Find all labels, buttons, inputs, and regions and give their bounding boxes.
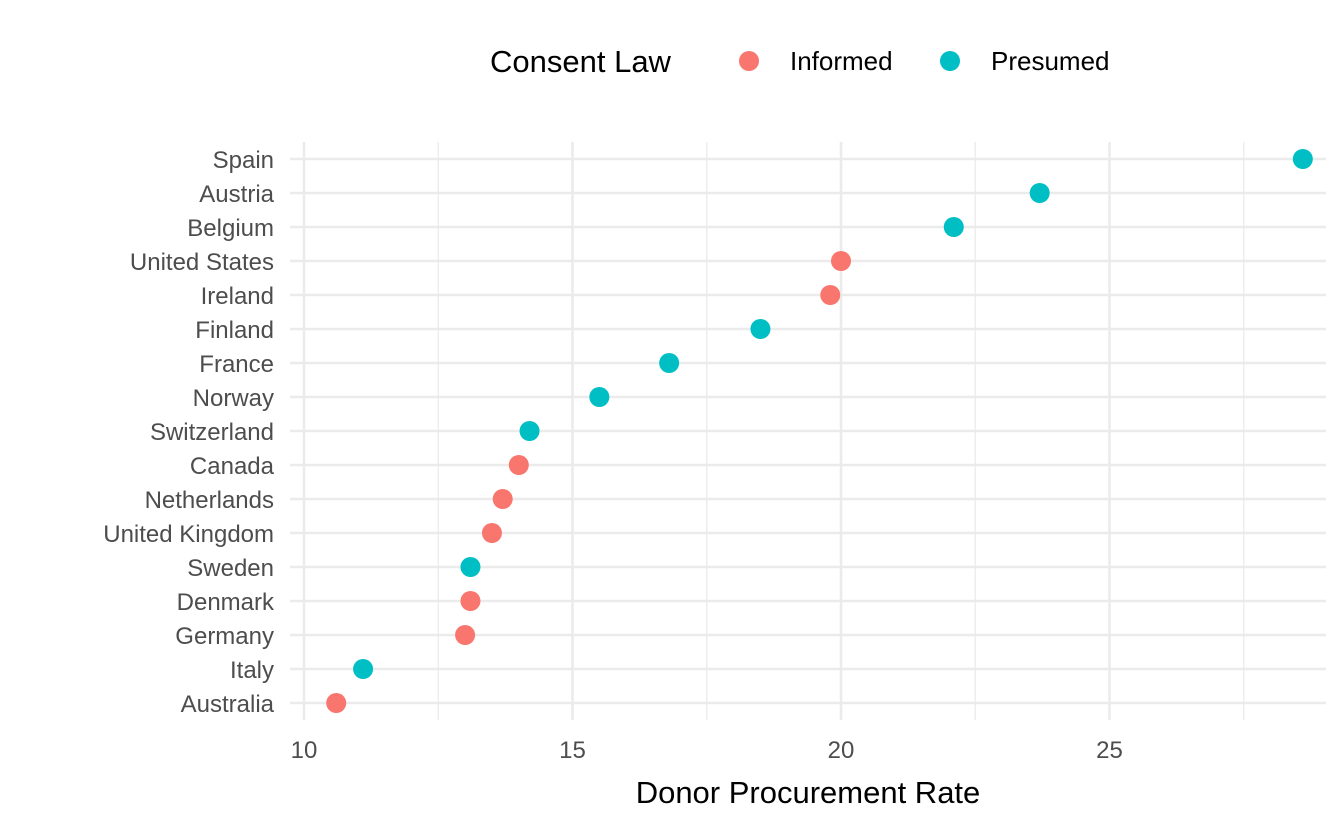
y-axis-labels: Spain Austria Belgium United States Ireland F… xyxy=(103,147,275,718)
data-point-ireland xyxy=(820,285,841,305)
data-point-italy xyxy=(353,659,374,679)
y-tick-label: Canada xyxy=(190,453,275,480)
y-tick-label: Ireland xyxy=(201,283,274,310)
data-point-finland xyxy=(750,319,771,339)
y-tick-label: Netherlands xyxy=(145,487,274,514)
x-tick-label: 20 xyxy=(828,737,855,764)
grid xyxy=(290,142,1326,720)
data-point-france xyxy=(659,353,680,373)
y-tick-label: Switzerland xyxy=(150,419,274,446)
data-point-germany xyxy=(455,625,476,645)
legend-marker-presumed xyxy=(940,51,960,71)
data-point-netherlands xyxy=(492,489,513,509)
x-tick-label: 25 xyxy=(1096,737,1123,764)
data-point-austria xyxy=(1029,183,1050,203)
data-point-belgium xyxy=(943,217,964,237)
y-tick-label: Australia xyxy=(181,691,275,718)
data-point-switzerland xyxy=(519,421,540,441)
x-axis-title: Donor Procurement Rate xyxy=(636,775,981,810)
data-point-spain xyxy=(1292,149,1313,169)
data-point-norway xyxy=(589,387,610,407)
legend-marker-informed xyxy=(739,51,759,71)
y-tick-label: United Kingdom xyxy=(103,521,274,548)
y-tick-label: Belgium xyxy=(187,215,274,242)
data-point-united-kingdom xyxy=(481,523,502,543)
x-axis-labels: 10 15 20 25 xyxy=(291,737,1123,764)
data-point-canada xyxy=(508,455,529,475)
data-point-sweden xyxy=(460,557,481,577)
data-points xyxy=(326,149,1313,713)
y-tick-label: Denmark xyxy=(177,589,275,616)
y-tick-label: United States xyxy=(130,249,274,276)
y-tick-label: Austria xyxy=(199,181,274,208)
legend: Consent Law Informed Presumed xyxy=(490,44,1110,79)
x-tick-label: 10 xyxy=(291,737,318,764)
data-point-australia xyxy=(326,693,347,713)
legend-title: Consent Law xyxy=(490,44,672,79)
y-tick-label: Sweden xyxy=(187,555,274,582)
y-tick-label: France xyxy=(199,351,274,378)
y-tick-label: Spain xyxy=(213,147,274,174)
x-tick-label: 15 xyxy=(559,737,586,764)
data-point-denmark xyxy=(460,591,481,611)
legend-label-presumed: Presumed xyxy=(991,46,1110,76)
y-tick-label: Germany xyxy=(175,623,274,650)
legend-label-informed: Informed xyxy=(790,46,893,76)
y-tick-label: Finland xyxy=(195,317,274,344)
y-tick-label: Norway xyxy=(193,385,274,412)
y-tick-label: Italy xyxy=(230,657,274,684)
data-point-united-states xyxy=(831,251,851,271)
